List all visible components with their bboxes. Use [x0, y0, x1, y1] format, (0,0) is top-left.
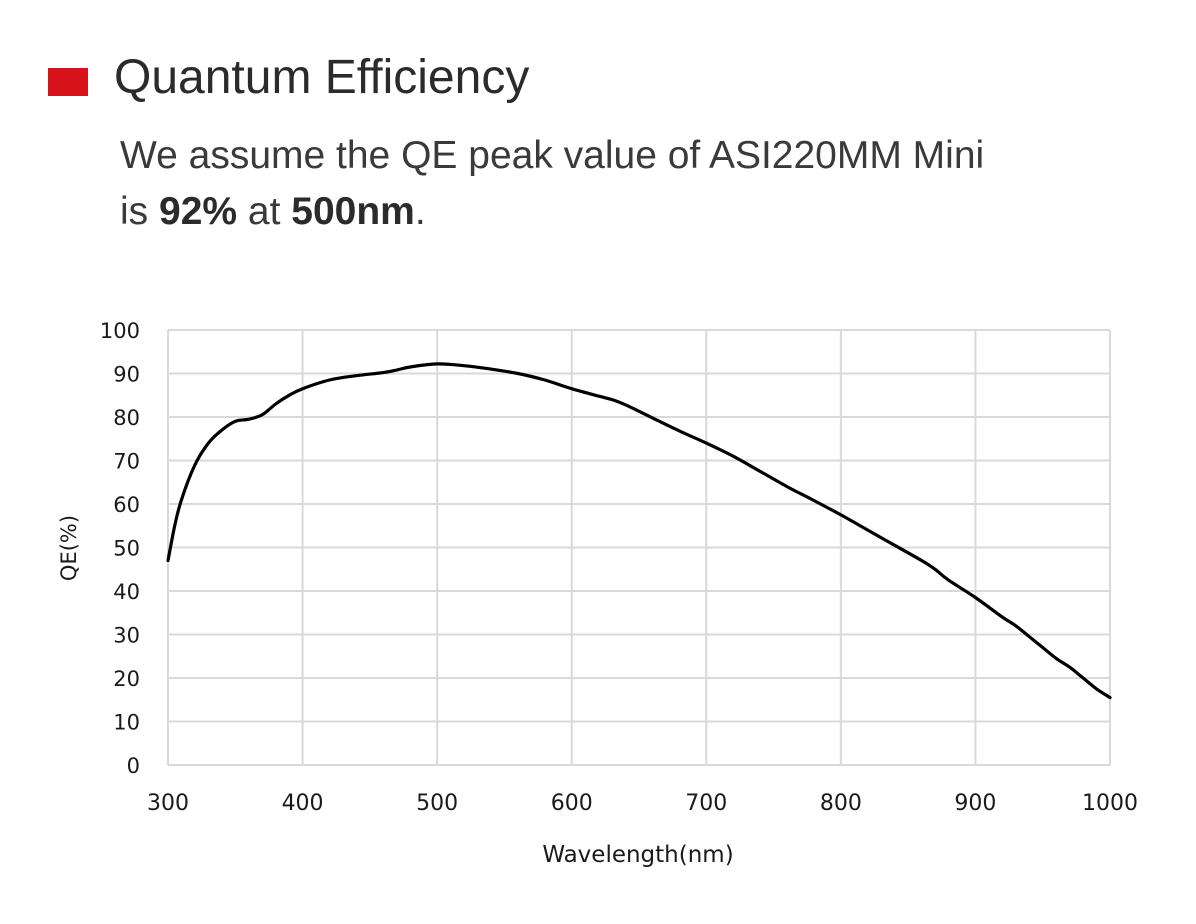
y-tick-label: 10 — [113, 711, 140, 735]
description: We assume the QE peak value of ASI220MM … — [120, 128, 984, 240]
x-tick-label: 700 — [685, 791, 727, 816]
chart-grid — [167, 329, 1111, 766]
y-tick-label: 30 — [113, 624, 140, 648]
description-line-2: is 92% at 500nm. — [120, 184, 984, 240]
y-tick-label: 90 — [113, 363, 140, 387]
x-tick-label: 1000 — [1082, 791, 1138, 816]
y-tick-label: 0 — [127, 754, 140, 778]
red-square-icon — [48, 68, 88, 96]
page-title: Quantum Efficiency — [114, 51, 530, 104]
y-tick-label: 100 — [100, 319, 140, 343]
y-tick-label: 60 — [113, 493, 140, 517]
description-line-1: We assume the QE peak value of ASI220MM … — [120, 134, 985, 177]
x-tick-label: 400 — [282, 791, 324, 816]
x-tick-label: 600 — [551, 791, 593, 816]
y-tick-label: 70 — [113, 450, 140, 474]
x-tick-label: 500 — [416, 791, 458, 816]
description-suffix: . — [414, 190, 426, 233]
description-prefix: is — [120, 190, 159, 233]
y-tick-label: 20 — [113, 667, 140, 691]
peak-value: 92% — [159, 190, 238, 233]
y-tick-label: 80 — [113, 406, 140, 430]
x-tick-label: 900 — [954, 791, 996, 816]
y-tick-labels: 0 10 20 30 40 50 60 70 80 90 100 — [100, 319, 140, 778]
y-tick-label: 50 — [113, 537, 140, 561]
y-tick-label: 40 — [113, 580, 140, 604]
x-axis-label: Wavelength(nm) — [542, 842, 733, 868]
y-axis-label: QE(%) — [57, 515, 81, 581]
x-tick-labels: 300 400 500 600 700 800 900 1000 — [147, 791, 1138, 816]
peak-wavelength: 500nm — [291, 190, 415, 233]
x-tick-label: 800 — [820, 791, 862, 816]
qe-curve — [166, 362, 1112, 700]
x-tick-label: 300 — [147, 791, 189, 816]
description-mid: at — [237, 190, 292, 233]
